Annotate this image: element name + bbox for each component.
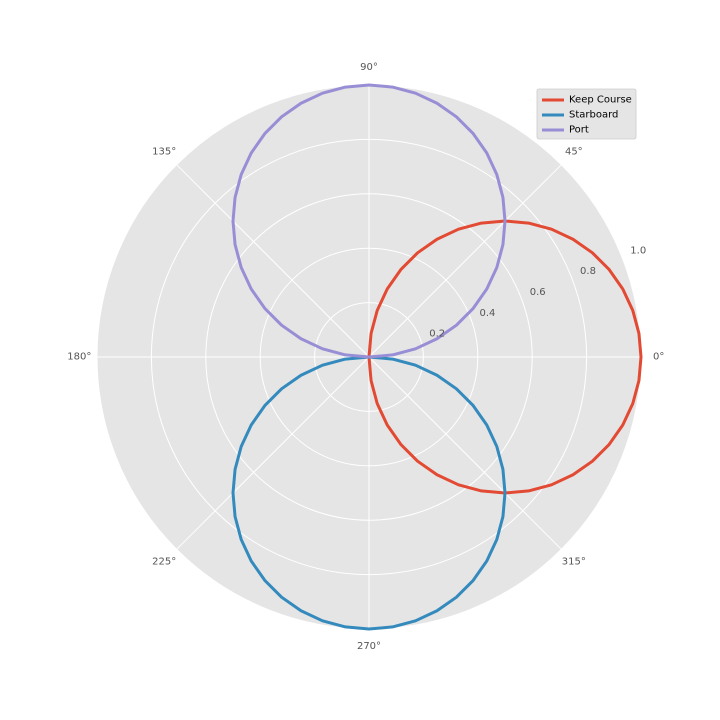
theta-tick-labels: 0° 45° 90° 135° 180° 225° 270° 315° [67, 62, 664, 652]
grid-spoke-1 [368, 164, 562, 358]
legend: Keep Course Starboard Port [536, 88, 637, 140]
grid-spoke-5 [176, 356, 370, 550]
r-tick-label-2: 0.6 [530, 287, 546, 298]
series-lines [231, 83, 643, 631]
polar-grid [96, 84, 642, 630]
theta-tick-label-5: 225° [152, 556, 176, 567]
legend-label-0: Keep Course [569, 95, 632, 106]
theta-tick-label-1: 45° [565, 147, 583, 158]
r-tick-labels: 0.2 0.4 0.6 0.8 1.0 [429, 245, 646, 339]
grid-spoke-7 [368, 356, 562, 550]
legend-label-2: Port [569, 125, 589, 136]
r-tick-label-4: 1.0 [630, 245, 646, 256]
legend-label-1: Starboard [569, 110, 618, 121]
r-tick-label-1: 0.4 [480, 308, 496, 319]
theta-tick-label-3: 135° [152, 147, 176, 158]
series-line-2 [231, 83, 507, 359]
theta-tick-label-0: 0° [653, 352, 664, 363]
series-line-1 [231, 355, 507, 631]
theta-tick-label-4: 180° [67, 352, 91, 363]
r-tick-label-3: 0.8 [580, 266, 596, 277]
theta-tick-label-6: 270° [357, 641, 381, 652]
r-tick-label-0: 0.2 [429, 329, 445, 340]
series-line-0 [367, 219, 643, 495]
theta-tick-label-2: 90° [360, 62, 378, 73]
grid-spoke-3 [176, 164, 370, 358]
theta-tick-label-7: 315° [562, 556, 586, 567]
